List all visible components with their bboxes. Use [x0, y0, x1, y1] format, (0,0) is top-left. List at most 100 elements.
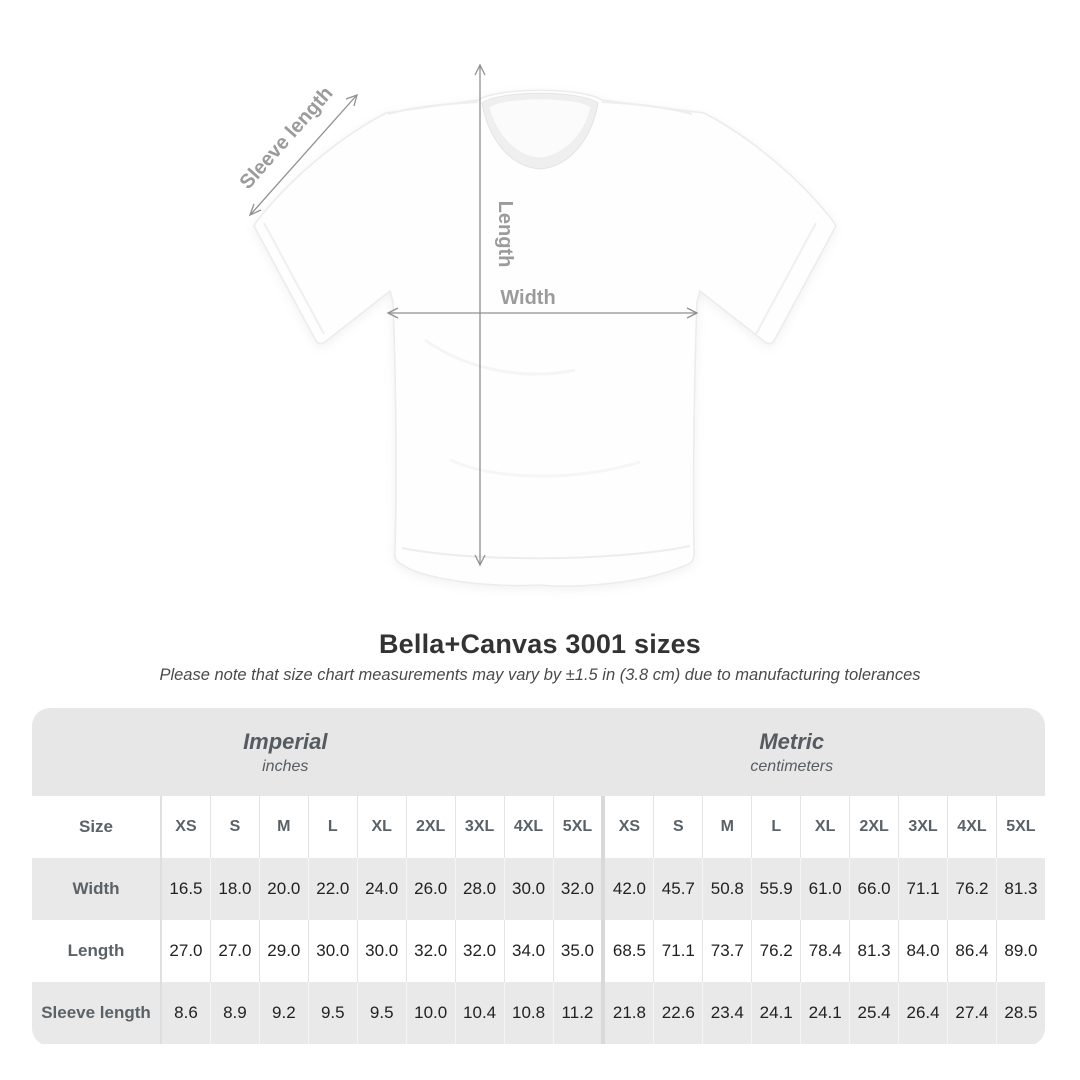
value-cell: 21.8 [601, 982, 655, 1044]
value-cell: 10.0 [407, 982, 456, 1044]
size-cell: 3XL [456, 796, 505, 858]
value-cell: 45.7 [654, 858, 704, 920]
width-arrow [386, 307, 699, 319]
value-cell: 23.4 [703, 982, 753, 1044]
value-cell: 10.8 [505, 982, 554, 1044]
row-label: Width [32, 858, 162, 920]
length-label: Length [494, 201, 516, 268]
size-cell: 5XL [1006, 818, 1036, 835]
value-cell: 26.0 [407, 858, 456, 920]
value-cell: 30.0 [358, 920, 407, 982]
table-rows: Size XS S M L XL 2XL 3XL 4XL 5XL XS S M L XL 2XL 3XL 4XL 5… [32, 796, 1045, 1044]
value-cell: 55.9 [752, 858, 802, 920]
value-cell: 25.4 [850, 982, 900, 1044]
size-cell: 4XL [505, 796, 554, 858]
tshirt-figure: Sleeve length Length Width [236, 63, 837, 587]
value-cell: 22.6 [654, 982, 704, 1044]
size-cell: 4XL [948, 796, 997, 858]
row-label: Size [32, 796, 162, 858]
value-cell: 26.4 [899, 982, 948, 1044]
value-cell: 9.2 [260, 982, 309, 1044]
value-cell: 30.0 [309, 920, 358, 982]
value-cell: 71.1 [654, 920, 704, 982]
value-cell: 32.0 [456, 920, 505, 982]
width-label: Width [500, 287, 555, 309]
value-cell: 42.0 [601, 858, 655, 920]
metric-title: Metric [759, 728, 825, 754]
value-cell: 16.5 [162, 858, 211, 920]
value-cell: 10.4 [456, 982, 505, 1044]
value-cell: 50.8 [703, 858, 753, 920]
value-cell: 89.0 [1004, 941, 1038, 960]
value-cell: 66.0 [850, 858, 900, 920]
unit-header-band: Imperial inches Metric centimeters [32, 708, 1045, 796]
size-cell: S [654, 796, 704, 858]
value-cell: 9.5 [358, 982, 407, 1044]
measurement-row: Sleeve length 8.6 8.9 9.2 9.5 9.5 10.0 10.4 10.8… [32, 982, 1045, 1044]
size-cell: XS [601, 796, 655, 858]
value-cell: 86.4 [948, 920, 997, 982]
length-arrow [474, 63, 486, 567]
value-cell: 76.2 [752, 920, 802, 982]
value-cell: 24.1 [752, 982, 802, 1044]
value-cell: 29.0 [260, 920, 309, 982]
size-cell: XL [801, 796, 851, 858]
value-cell: 27.4 [948, 982, 997, 1044]
value-cell: 24.0 [358, 858, 407, 920]
value-cell: 81.3 [1004, 879, 1038, 898]
value-cell: 28.5 [1004, 1003, 1038, 1022]
value-cell: 30.0 [505, 858, 554, 920]
page-subtitle: Please note that size chart measurements… [159, 666, 921, 684]
value-cell: 20.0 [260, 858, 309, 920]
size-cell: 2XL [850, 796, 900, 858]
page-title: Bella+Canvas 3001 sizes [378, 629, 702, 659]
size-cell: XS [162, 796, 211, 858]
size-cell: M [703, 796, 753, 858]
size-table: Imperial inches Metric centimeters Size X… [32, 708, 1045, 1046]
value-cell: 61.0 [801, 858, 851, 920]
value-cell: 11.2 [561, 1003, 594, 1022]
tshirt-illustration: Sleeve length Length Width [236, 63, 837, 587]
value-cell: 27.0 [162, 920, 211, 982]
size-cell: XL [358, 796, 407, 858]
value-cell: 84.0 [899, 920, 948, 982]
size-cell: M [260, 796, 309, 858]
measurement-row: Width 16.5 18.0 20.0 22.0 24.0 26.0 28.0 30.0 32.… [32, 858, 1045, 920]
tshirt-shape [253, 89, 837, 587]
size-cell: 5XL [562, 818, 593, 835]
size-cell: 2XL [407, 796, 456, 858]
value-cell: 8.9 [211, 982, 260, 1044]
imperial-title: Imperial [243, 728, 328, 754]
metric-header: Metric centimeters [539, 708, 1046, 796]
value-cell: 28.0 [456, 858, 505, 920]
value-cell: 24.1 [801, 982, 851, 1044]
value-cell: 9.5 [309, 982, 358, 1044]
value-cell: 32.0 [560, 879, 595, 898]
sleeve-length-arrow [248, 93, 358, 217]
value-cell: 76.2 [948, 858, 997, 920]
value-cell: 27.0 [211, 920, 260, 982]
size-cell: L [309, 796, 358, 858]
value-cell: 22.0 [309, 858, 358, 920]
row-label: Length [32, 920, 162, 982]
size-cell: 3XL [899, 796, 948, 858]
value-cell: 68.5 [601, 920, 655, 982]
value-cell: 73.7 [703, 920, 753, 982]
value-cell: 32.0 [407, 920, 456, 982]
value-cell: 71.1 [899, 858, 948, 920]
measurement-arrows [248, 63, 699, 567]
imperial-header: Imperial inches [32, 708, 539, 796]
value-cell: 18.0 [211, 858, 260, 920]
imperial-unit: inches [262, 757, 309, 775]
value-cell: 78.4 [801, 920, 851, 982]
value-cell: 34.0 [505, 920, 554, 982]
size-cell: S [211, 796, 260, 858]
metric-unit: centimeters [750, 757, 834, 775]
value-cell: 35.0 [560, 941, 595, 960]
value-cell: 81.3 [850, 920, 900, 982]
size-cell: L [752, 796, 802, 858]
measurement-row: Length 27.0 27.0 29.0 30.0 30.0 32.0 32.0 34.0 35… [32, 920, 1045, 982]
value-cell: 8.6 [162, 982, 211, 1044]
row-label: Sleeve length [32, 982, 162, 1044]
size-header-row: Size XS S M L XL 2XL 3XL 4XL 5XL XS S M L XL 2XL 3XL 4XL 5… [32, 796, 1045, 858]
